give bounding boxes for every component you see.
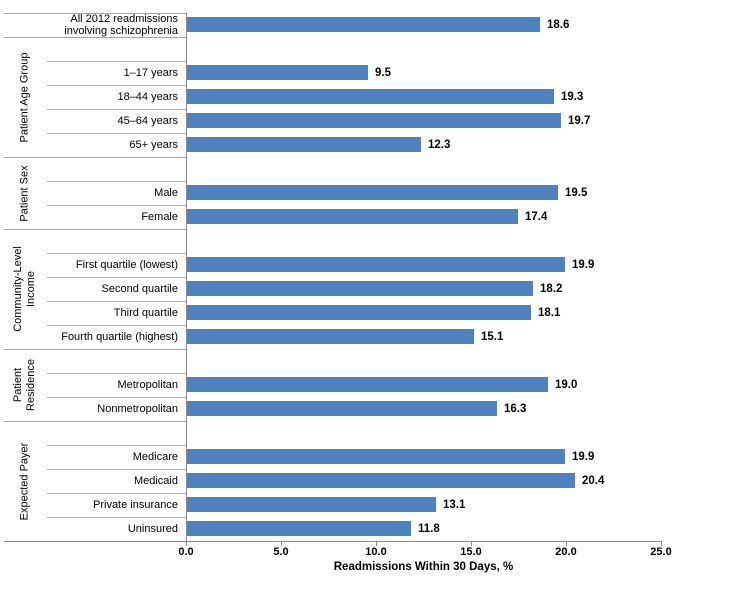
value-label: 19.3 bbox=[561, 91, 584, 103]
group-label: Community-Level Income bbox=[12, 246, 37, 332]
category-separator-line bbox=[47, 181, 186, 182]
category-separator-line bbox=[47, 205, 186, 206]
category-label: First quartile (lowest) bbox=[75, 259, 178, 271]
value-label: 19.7 bbox=[568, 115, 591, 127]
category-label: Private insurance bbox=[93, 499, 178, 511]
value-label: 18.1 bbox=[538, 307, 561, 319]
category-label: Uninsured bbox=[127, 523, 178, 535]
bar bbox=[187, 185, 558, 200]
category-label: Male bbox=[154, 187, 178, 199]
value-label: 20.4 bbox=[582, 475, 605, 487]
bar bbox=[187, 17, 540, 32]
group-separator-line bbox=[4, 157, 186, 158]
category-separator-line bbox=[47, 109, 186, 110]
x-axis-tick-label: 10.0 bbox=[365, 546, 387, 558]
category-separator-line bbox=[47, 397, 186, 398]
category-separator-line bbox=[47, 373, 186, 374]
category-separator-line bbox=[47, 517, 186, 518]
group-separator-line bbox=[4, 37, 186, 38]
category-separator-line bbox=[47, 301, 186, 302]
value-label: 19.5 bbox=[565, 187, 588, 199]
value-label: 19.9 bbox=[572, 451, 595, 463]
x-axis-tick bbox=[661, 541, 662, 546]
category-label: 18–44 years bbox=[117, 91, 178, 103]
bar bbox=[187, 257, 565, 272]
category-separator-line bbox=[47, 493, 186, 494]
bar bbox=[187, 89, 554, 104]
group-separator-line bbox=[4, 349, 186, 350]
x-axis-tick bbox=[376, 541, 377, 546]
group-separator-line bbox=[4, 13, 186, 14]
category-label: 65+ years bbox=[129, 139, 178, 151]
x-axis-tick-label: 15.0 bbox=[460, 546, 482, 558]
category-separator-line bbox=[47, 61, 186, 62]
bar bbox=[187, 281, 533, 296]
value-label: 11.8 bbox=[418, 523, 440, 535]
x-axis-tick bbox=[186, 541, 187, 546]
category-separator-line bbox=[47, 133, 186, 134]
category-label: 45–64 years bbox=[117, 115, 178, 127]
category-label: All 2012 readmissions involving schizoph… bbox=[64, 13, 178, 37]
bar bbox=[187, 473, 575, 488]
value-label: 9.5 bbox=[375, 67, 391, 79]
bar bbox=[187, 401, 497, 416]
category-label: Nonmetropolitan bbox=[97, 403, 178, 415]
value-label: 15.1 bbox=[481, 331, 504, 343]
x-axis-tick-label: 25.0 bbox=[650, 546, 672, 558]
value-label: 18.6 bbox=[547, 19, 570, 31]
category-label: Metropolitan bbox=[117, 379, 178, 391]
bar bbox=[187, 329, 474, 344]
category-label: Medicare bbox=[132, 451, 178, 463]
bar bbox=[187, 209, 518, 224]
category-label: Female bbox=[141, 211, 178, 223]
x-axis-tick-label: 0.0 bbox=[178, 546, 194, 558]
value-label: 18.2 bbox=[540, 283, 563, 295]
bar bbox=[187, 65, 368, 80]
group-label: Patient Residence bbox=[12, 359, 37, 411]
category-label: Third quartile bbox=[113, 307, 178, 319]
category-separator-line bbox=[47, 469, 186, 470]
category-separator-line bbox=[47, 325, 186, 326]
x-axis-tick bbox=[471, 541, 472, 546]
bar bbox=[187, 497, 436, 512]
category-label: Medicaid bbox=[133, 475, 178, 487]
x-axis-tick bbox=[566, 541, 567, 546]
x-axis-tick-label: 5.0 bbox=[273, 546, 289, 558]
bar bbox=[187, 377, 548, 392]
value-label: 12.3 bbox=[428, 139, 451, 151]
bar bbox=[187, 521, 411, 536]
category-separator-line bbox=[47, 85, 186, 86]
category-separator-line bbox=[47, 277, 186, 278]
bar bbox=[187, 137, 421, 152]
category-label: Second quartile bbox=[101, 283, 178, 295]
value-label: 16.3 bbox=[504, 403, 527, 415]
x-axis-tick-label: 20.0 bbox=[555, 546, 577, 558]
value-label: 17.4 bbox=[525, 211, 548, 223]
bar bbox=[187, 305, 531, 320]
group-label: Patient Age Group bbox=[18, 52, 31, 142]
value-label: 13.1 bbox=[443, 499, 466, 511]
value-label: 19.9 bbox=[572, 259, 595, 271]
group-separator-line bbox=[4, 229, 186, 230]
category-label: 1–17 years bbox=[123, 67, 178, 79]
value-label: 19.0 bbox=[555, 379, 578, 391]
bar bbox=[187, 449, 565, 464]
category-separator-line bbox=[47, 253, 186, 254]
x-axis-line bbox=[4, 541, 662, 542]
x-axis-tick bbox=[281, 541, 282, 546]
bar bbox=[187, 113, 561, 128]
x-axis-title: Readmissions Within 30 Days, % bbox=[333, 561, 514, 573]
category-label: Fourth quartile (highest) bbox=[61, 331, 178, 343]
y-axis-line bbox=[186, 13, 187, 541]
category-separator-line bbox=[47, 445, 186, 446]
group-separator-line bbox=[4, 421, 186, 422]
group-label: Patient Sex bbox=[18, 164, 31, 222]
group-label: Expected Payer bbox=[18, 442, 31, 520]
